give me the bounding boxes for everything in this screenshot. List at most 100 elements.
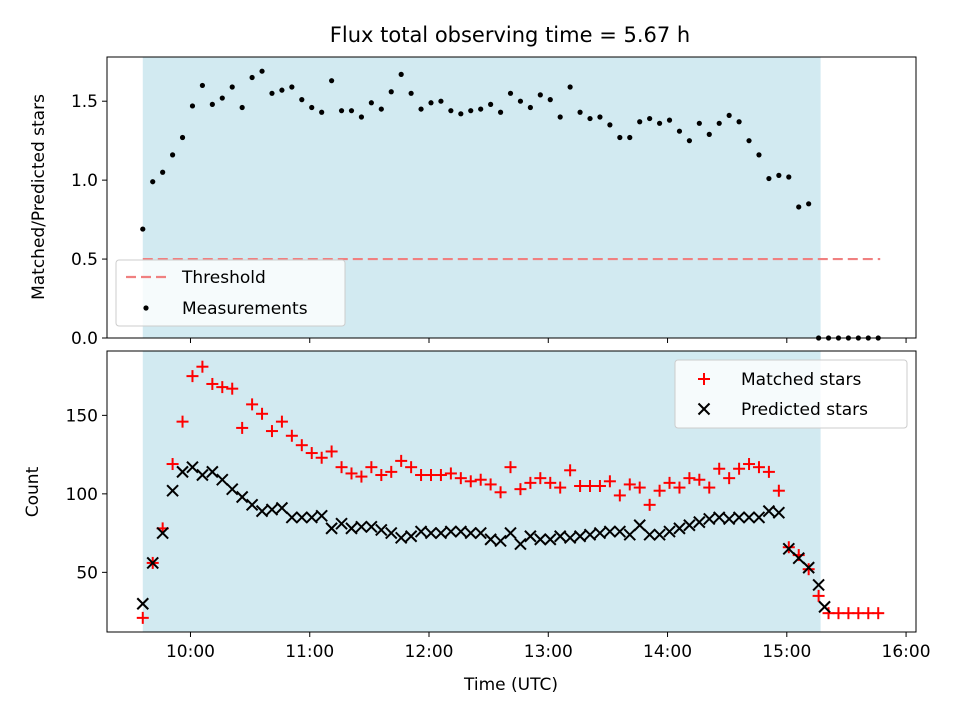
matched-point xyxy=(673,481,686,494)
figure-title: Flux total observing time = 5.67 h xyxy=(330,23,690,47)
measurement-point xyxy=(468,108,474,114)
measurement-point xyxy=(656,120,663,126)
x-tick-label: 11:00 xyxy=(285,642,334,662)
predicted-point xyxy=(713,511,726,524)
measurement-point xyxy=(607,122,613,128)
measurement-point xyxy=(269,90,275,96)
legend-x-marker xyxy=(697,402,711,416)
measurement-point xyxy=(756,152,762,158)
predicted-point xyxy=(772,506,786,519)
measurement-point xyxy=(239,104,245,111)
predicted-point xyxy=(245,498,259,512)
legend-threshold-label: Threshold xyxy=(181,268,266,288)
measurement-point xyxy=(348,108,355,114)
matched-point xyxy=(782,541,795,554)
matched-point xyxy=(365,461,378,474)
predicted-point xyxy=(146,556,159,570)
predicted-point xyxy=(514,537,527,551)
matched-point xyxy=(723,472,736,485)
matched-point xyxy=(375,469,388,482)
matched-point xyxy=(713,462,726,475)
predicted-point xyxy=(732,511,746,524)
measurement-point xyxy=(388,89,394,95)
bottom-axes-frame xyxy=(106,350,917,633)
matched-point xyxy=(802,563,815,576)
predicted-point xyxy=(524,530,537,543)
predicted-point xyxy=(285,511,299,524)
y-tick-label: 1.0 xyxy=(71,171,98,191)
top-ylabel: Matched/Predicted stars xyxy=(29,94,49,300)
matched-point xyxy=(812,589,825,602)
measurement-point xyxy=(527,104,533,111)
predicted-point xyxy=(196,468,209,482)
bottom-panel: 50 100 150 10:00 11:00 12:00 13:00 14:00 15:00 16… xyxy=(23,350,931,695)
measurement-point xyxy=(766,175,772,182)
matched-point xyxy=(395,454,408,467)
matched-point xyxy=(554,481,567,494)
predicted-point xyxy=(265,503,279,516)
measurement-point xyxy=(488,101,494,107)
measurement-point xyxy=(209,101,215,107)
x-tick-label: 10:00 xyxy=(166,642,215,662)
measurement-point xyxy=(478,106,484,112)
legend-matched-label: Matched stars xyxy=(741,370,861,390)
measurement-point xyxy=(398,71,404,77)
matched-point xyxy=(405,461,418,474)
predicted-point xyxy=(375,523,388,537)
measurement-point xyxy=(408,90,414,96)
predicted-point xyxy=(484,533,497,546)
matched-point xyxy=(693,473,706,486)
predicted-point xyxy=(494,534,507,548)
predicted-point xyxy=(534,533,547,546)
measurement-point xyxy=(169,152,176,158)
measurement-point xyxy=(458,111,464,117)
matched-point xyxy=(136,611,149,624)
matched-point xyxy=(166,458,179,471)
matched-point xyxy=(762,465,775,478)
legend-measurements-label: Measurements xyxy=(182,299,308,319)
measurement-point xyxy=(448,108,454,114)
measurement-point xyxy=(319,109,325,115)
matched-point xyxy=(246,398,259,411)
y-tick-label: 150 xyxy=(66,406,98,426)
measurement-point xyxy=(259,68,265,74)
measurement-point xyxy=(686,138,693,144)
measurement-point xyxy=(567,84,573,90)
predicted-point xyxy=(464,526,477,540)
bottom-legend-box xyxy=(674,359,908,429)
bottom-marks xyxy=(136,360,885,624)
measurement-point xyxy=(547,97,553,103)
predicted-point xyxy=(722,512,736,526)
matched-point xyxy=(355,470,368,483)
predicted-point xyxy=(414,525,428,538)
predicted-point xyxy=(156,526,169,540)
matched-point xyxy=(385,465,398,478)
predicted-point xyxy=(583,528,597,541)
predicted-point xyxy=(325,522,338,535)
predicted-point xyxy=(663,525,676,538)
predicted-point xyxy=(563,531,577,545)
predicted-point xyxy=(345,522,358,535)
matched-point xyxy=(772,484,785,497)
bottom-ticks: 50 100 150 10:00 11:00 12:00 13:00 14:00 15:00 16… xyxy=(66,406,931,662)
predicted-point xyxy=(186,460,199,474)
top-ticks: 0.0 0.5 1.0 1.5 xyxy=(71,92,907,349)
x-tick-label: 13:00 xyxy=(524,642,573,662)
measurement-point xyxy=(160,169,166,175)
measurement-point xyxy=(428,100,434,106)
predicted-point xyxy=(703,512,716,526)
matched-point xyxy=(474,473,487,486)
bottom-xlabel: Time (UTC) xyxy=(463,675,558,695)
matched-point xyxy=(335,461,348,474)
top-legend-box xyxy=(115,259,346,327)
measurement-point xyxy=(289,84,295,90)
predicted-point xyxy=(255,504,269,518)
predicted-point xyxy=(782,542,795,556)
measurement-point xyxy=(637,119,643,125)
predicted-point xyxy=(355,520,368,534)
predicted-point xyxy=(653,528,666,541)
measurement-point xyxy=(627,134,633,141)
matched-point xyxy=(544,476,557,489)
predicted-point xyxy=(295,511,309,524)
